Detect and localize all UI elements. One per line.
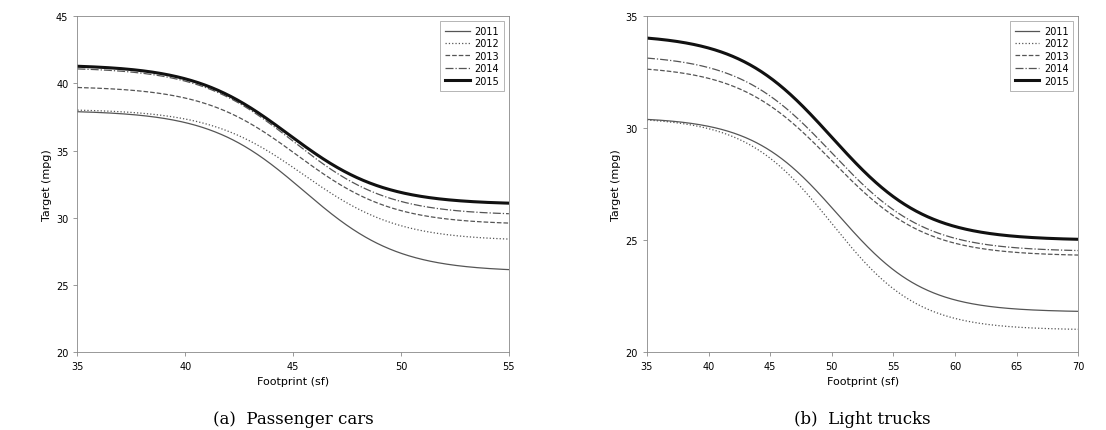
Line: 2012: 2012 <box>647 121 1078 329</box>
2012 <box>265 152 279 157</box>
2015 <box>147 71 160 76</box>
Line: 2014: 2014 <box>647 59 1078 251</box>
2013 <box>181 97 195 102</box>
2013 <box>502 221 515 226</box>
2013 <box>895 218 908 224</box>
2015 <box>502 201 515 206</box>
2011 <box>396 252 409 257</box>
2015 <box>895 200 908 205</box>
2013 <box>751 96 764 101</box>
2013 <box>325 177 338 182</box>
Line: 2011: 2011 <box>647 120 1078 312</box>
Line: 2013: 2013 <box>647 70 1078 255</box>
2014 <box>396 200 409 205</box>
2015 <box>717 51 730 56</box>
2012 <box>895 292 908 298</box>
Line: 2013: 2013 <box>77 88 509 224</box>
2013 <box>835 169 848 175</box>
2011 <box>835 217 848 222</box>
Line: 2015: 2015 <box>77 67 509 204</box>
2013 <box>265 136 279 141</box>
2014 <box>1072 249 1085 254</box>
2015 <box>835 147 848 152</box>
Line: 2012: 2012 <box>77 111 509 240</box>
2014 <box>966 240 979 245</box>
2012 <box>835 234 848 239</box>
2012 <box>358 210 372 215</box>
2014 <box>71 67 84 72</box>
2015 <box>966 228 979 233</box>
2015 <box>358 179 372 184</box>
2012 <box>147 113 160 118</box>
Y-axis label: Target (mpg): Target (mpg) <box>612 149 622 221</box>
2013 <box>358 196 372 201</box>
2015 <box>181 78 195 83</box>
2012 <box>751 147 764 153</box>
2012 <box>928 310 941 315</box>
Text: (b)  Light trucks: (b) Light trucks <box>794 410 931 427</box>
2012 <box>325 192 338 197</box>
2015 <box>640 37 654 42</box>
Line: 2011: 2011 <box>77 113 509 270</box>
2011 <box>717 128 730 133</box>
2015 <box>396 191 409 196</box>
2014 <box>928 230 941 235</box>
2013 <box>147 91 160 96</box>
2011 <box>502 267 515 273</box>
2014 <box>835 162 848 167</box>
2012 <box>640 118 654 123</box>
2013 <box>1072 253 1085 258</box>
X-axis label: Footprint (sf): Footprint (sf) <box>826 376 899 386</box>
2014 <box>181 80 195 86</box>
2011 <box>71 110 84 115</box>
2013 <box>396 209 409 214</box>
2012 <box>71 108 84 114</box>
Line: 2015: 2015 <box>647 39 1078 240</box>
2011 <box>966 301 979 307</box>
Text: (a)  Passenger cars: (a) Passenger cars <box>212 410 374 427</box>
2015 <box>325 162 338 167</box>
2013 <box>717 81 730 86</box>
2011 <box>1072 309 1085 314</box>
2011 <box>325 212 338 217</box>
2015 <box>71 64 84 70</box>
2014 <box>751 86 764 92</box>
2014 <box>358 187 372 192</box>
2011 <box>895 273 908 278</box>
2013 <box>640 68 654 73</box>
2015 <box>751 68 764 73</box>
2012 <box>181 118 195 123</box>
2014 <box>325 168 338 173</box>
2015 <box>265 121 279 126</box>
2015 <box>1072 237 1085 243</box>
2014 <box>265 124 279 129</box>
2014 <box>502 212 515 217</box>
2014 <box>717 70 730 75</box>
2014 <box>147 73 160 78</box>
2011 <box>358 235 372 240</box>
2012 <box>1072 327 1085 332</box>
2011 <box>265 163 279 169</box>
2011 <box>751 141 764 147</box>
Y-axis label: Target (mpg): Target (mpg) <box>42 149 52 221</box>
2013 <box>71 86 84 91</box>
2014 <box>640 56 654 61</box>
2012 <box>717 131 730 136</box>
2014 <box>895 213 908 218</box>
2012 <box>502 237 515 242</box>
2011 <box>640 117 654 123</box>
2012 <box>396 224 409 229</box>
2015 <box>928 218 941 223</box>
Line: 2014: 2014 <box>77 70 509 214</box>
2011 <box>928 291 941 296</box>
2013 <box>966 245 979 250</box>
Legend: 2011, 2012, 2013, 2014, 2015: 2011, 2012, 2013, 2014, 2015 <box>1010 22 1074 91</box>
X-axis label: Footprint (sf): Footprint (sf) <box>257 376 330 386</box>
2012 <box>966 319 979 325</box>
2011 <box>181 122 195 127</box>
2011 <box>147 115 160 120</box>
Legend: 2011, 2012, 2013, 2014, 2015: 2011, 2012, 2013, 2014, 2015 <box>440 22 504 91</box>
2013 <box>928 235 941 240</box>
